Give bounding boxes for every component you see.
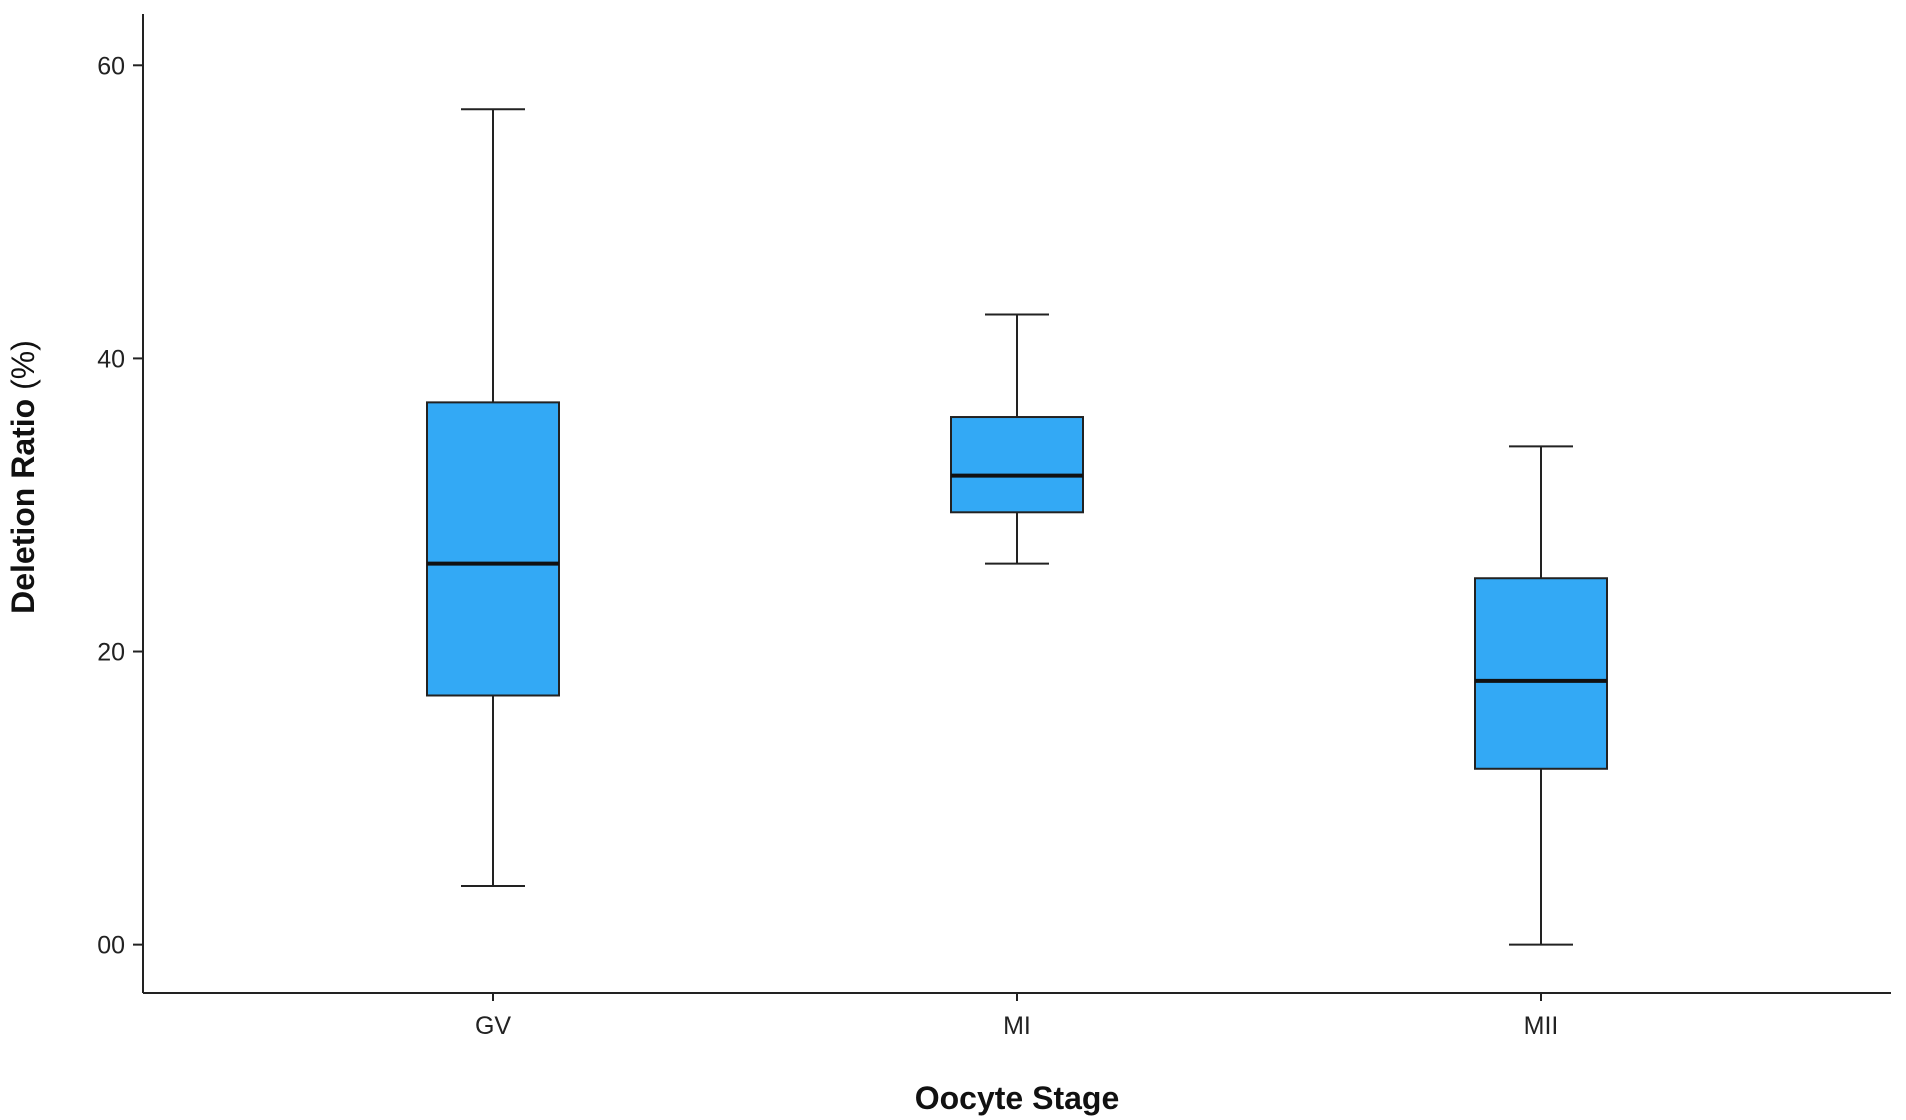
box-mi — [950, 313, 1084, 565]
iqr-box — [1474, 577, 1608, 770]
y-tick-label: 60 — [97, 52, 125, 80]
y-tick-label: 00 — [97, 932, 125, 960]
box-series — [426, 108, 1608, 946]
x-tick-label: GV — [475, 1012, 511, 1040]
y-axis-title-main: Deletion Ratio — [5, 399, 41, 614]
y-axis-ticks: 00 20 40 60 — [97, 52, 143, 960]
box-gv — [426, 108, 560, 888]
iqr-box — [950, 416, 1084, 514]
x-axis-ticks: GV MI MII — [475, 993, 1558, 1040]
y-tick-label: 20 — [97, 639, 125, 667]
y-tick-label: 40 — [97, 345, 125, 373]
iqr-box — [426, 401, 560, 697]
x-axis-title: Oocyte Stage — [915, 1080, 1120, 1116]
x-tick-label: MII — [1524, 1012, 1559, 1040]
x-tick-label: MI — [1003, 1012, 1031, 1040]
y-axis-title: Deletion Ratio (%) — [5, 340, 41, 614]
y-axis-title-unit: (%) — [5, 340, 41, 390]
box-mii — [1474, 445, 1608, 946]
